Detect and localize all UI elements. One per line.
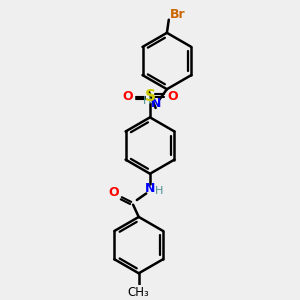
Text: Br: Br xyxy=(170,8,186,20)
Text: H: H xyxy=(143,96,152,106)
Text: CH₃: CH₃ xyxy=(128,286,150,298)
Text: O: O xyxy=(108,186,119,199)
Text: H: H xyxy=(155,186,164,196)
Text: S: S xyxy=(145,89,155,104)
Text: O: O xyxy=(167,90,178,103)
Text: N: N xyxy=(145,182,155,195)
Text: N: N xyxy=(150,97,161,110)
Text: O: O xyxy=(122,90,133,103)
